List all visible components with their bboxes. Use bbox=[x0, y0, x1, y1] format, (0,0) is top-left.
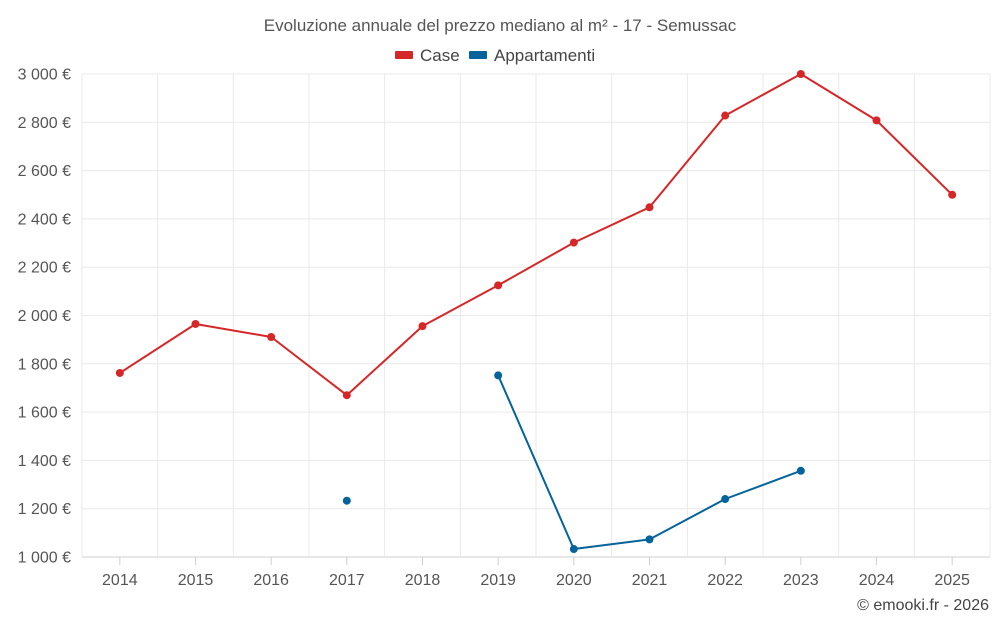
y-tick-label: 2 800 € bbox=[18, 115, 71, 132]
y-tick-label: 2 200 € bbox=[18, 260, 71, 277]
x-tick-label: 2019 bbox=[480, 572, 516, 589]
data-point-appartamenti[interactable] bbox=[342, 496, 351, 505]
data-point-case[interactable] bbox=[267, 332, 276, 341]
x-tick-label: 2022 bbox=[707, 572, 743, 589]
legend-swatch bbox=[395, 51, 413, 59]
data-point-case[interactable] bbox=[721, 111, 730, 120]
chart-title: Evoluzione annuale del prezzo mediano al… bbox=[264, 16, 737, 35]
data-point-case[interactable] bbox=[342, 391, 351, 400]
legend-item-case[interactable]: Case bbox=[395, 46, 460, 65]
y-axis-ticks: 1 000 € 1 200 € 1 400 € 1 600 € 1 800 € 2 000… bbox=[18, 67, 71, 567]
y-tick-label: 2 000 € bbox=[18, 308, 71, 325]
credit-text: © emooki.fr - 2026 bbox=[857, 597, 989, 614]
y-tick-label: 2 600 € bbox=[18, 163, 71, 180]
x-tick-label: 2020 bbox=[556, 572, 592, 589]
x-tick-label: 2016 bbox=[253, 572, 289, 589]
x-tick-label: 2018 bbox=[405, 572, 441, 589]
x-axis-ticks: 2014 2015 2016 2017 2018 2019 2020 2021 2022 2023… bbox=[102, 557, 970, 589]
series-case bbox=[115, 70, 957, 400]
legend-item-appartamenti[interactable]: Appartamenti bbox=[469, 46, 595, 65]
x-tick-label: 2024 bbox=[859, 572, 895, 589]
series-appartamenti bbox=[342, 371, 805, 554]
x-tick-label: 2021 bbox=[632, 572, 668, 589]
legend-label: Case bbox=[420, 46, 460, 65]
y-tick-label: 1 400 € bbox=[18, 453, 71, 470]
data-point-case[interactable] bbox=[645, 203, 654, 212]
data-point-case[interactable] bbox=[191, 319, 200, 328]
data-point-case[interactable] bbox=[948, 190, 957, 199]
grid bbox=[81, 73, 991, 558]
y-tick-label: 2 400 € bbox=[18, 211, 71, 228]
y-tick-label: 1 000 € bbox=[18, 550, 71, 567]
x-tick-label: 2015 bbox=[178, 572, 214, 589]
data-point-appartamenti[interactable] bbox=[494, 371, 503, 380]
legend: Case Appartamenti bbox=[395, 46, 595, 65]
data-point-case[interactable] bbox=[569, 238, 578, 247]
data-point-case[interactable] bbox=[418, 322, 427, 331]
data-point-appartamenti[interactable] bbox=[796, 466, 805, 475]
x-tick-label: 2025 bbox=[934, 572, 970, 589]
series-group bbox=[115, 70, 957, 554]
data-point-case[interactable] bbox=[796, 70, 805, 78]
legend-swatch bbox=[469, 51, 487, 59]
series-line-case bbox=[119, 73, 953, 397]
x-tick-label: 2014 bbox=[102, 572, 138, 589]
x-tick-label: 2017 bbox=[329, 572, 365, 589]
series-line-appartamenti bbox=[497, 375, 802, 550]
legend-label: Appartamenti bbox=[494, 46, 595, 65]
data-point-appartamenti[interactable] bbox=[721, 495, 730, 504]
data-point-appartamenti[interactable] bbox=[569, 545, 578, 554]
x-tick-label: 2023 bbox=[783, 572, 819, 589]
data-point-case[interactable] bbox=[494, 281, 503, 290]
data-point-appartamenti[interactable] bbox=[645, 535, 654, 544]
y-tick-label: 1 800 € bbox=[18, 356, 71, 373]
y-tick-label: 1 600 € bbox=[18, 405, 71, 422]
y-tick-label: 1 200 € bbox=[18, 501, 71, 518]
data-point-case[interactable] bbox=[872, 116, 881, 125]
data-point-case[interactable] bbox=[115, 368, 124, 377]
y-tick-label: 3 000 € bbox=[18, 67, 71, 84]
